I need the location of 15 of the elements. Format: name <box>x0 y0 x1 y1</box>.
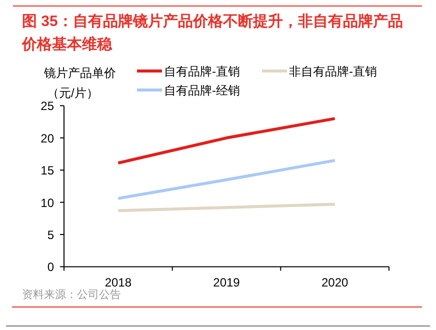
y-tick-label: 15 <box>40 164 54 178</box>
y-tick-label: 20 <box>40 131 54 146</box>
y-tick-label: 10 <box>40 196 54 210</box>
chart-title: 图 35：自有品牌镜片产品价格不断提升，非自有品牌产品价格基本维稳 <box>21 13 403 53</box>
y-tick-label: 5 <box>47 228 54 242</box>
x-tick-label: 2018 <box>104 276 132 290</box>
legend-label: 自有品牌-经销 <box>164 84 240 98</box>
text: 资料来源：公司公告 <box>22 288 121 301</box>
y-tick-label: 0 <box>47 260 54 274</box>
y-axis-title: 镜片产品单价（元/片） <box>43 66 116 100</box>
legend-label: 自有品牌-直销 <box>164 64 240 78</box>
legend-label: 非自有品牌-直销 <box>289 64 377 78</box>
y-tick-label: 25 <box>40 99 54 114</box>
x-tick-label: 2019 <box>213 276 240 290</box>
x-tick-label: 2020 <box>321 276 349 290</box>
